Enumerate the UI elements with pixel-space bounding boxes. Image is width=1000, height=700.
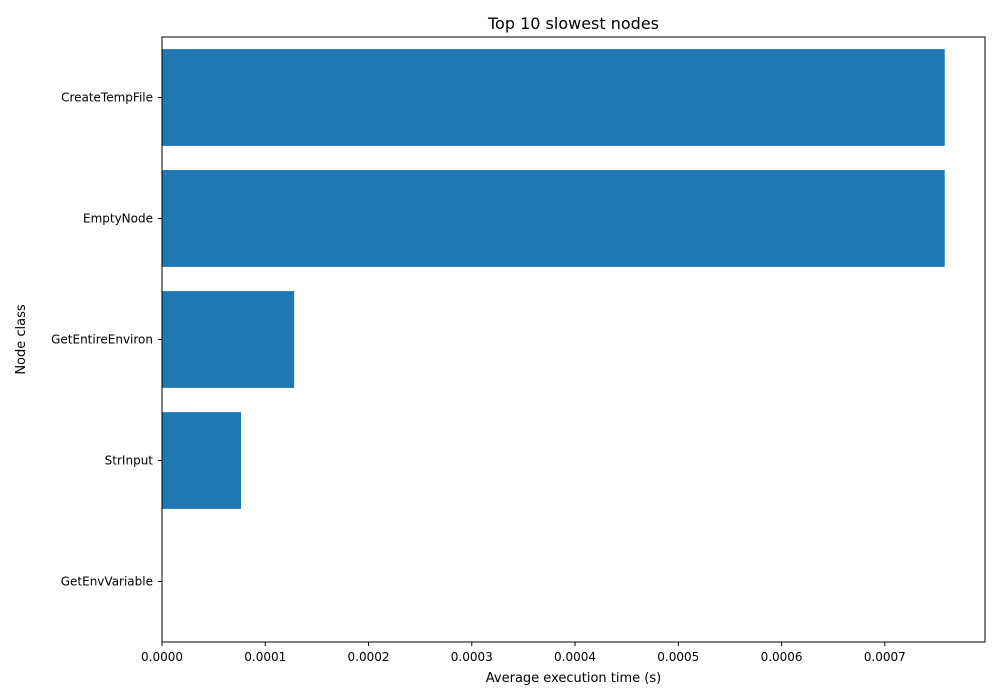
- x-tick-label: 0.0005: [657, 650, 699, 664]
- x-axis-label: Average execution time (s): [486, 671, 661, 686]
- y-tick-label: CreateTempFile: [61, 91, 153, 105]
- y-axis-label: Node class: [14, 304, 29, 375]
- y-tick-label: GetEntireEnviron: [51, 333, 153, 347]
- y-tick-label: StrInput: [105, 454, 154, 468]
- x-tick-label: 0.0007: [864, 650, 906, 664]
- x-tick-label: 0.0003: [451, 650, 493, 664]
- chart-title: Top 10 slowest nodes: [487, 14, 659, 33]
- bar: [162, 291, 295, 388]
- x-axis: 0.0000 0.0001 0.0002 0.0003 0.0004 0.0005 0.00…: [141, 642, 906, 664]
- x-tick-label: 0.0004: [554, 650, 596, 664]
- y-axis: CreateTempFile EmptyNode GetEntireEnviron S…: [51, 91, 162, 589]
- bar: [162, 170, 945, 267]
- x-tick-label: 0.0001: [244, 650, 286, 664]
- y-tick-label: EmptyNode: [83, 212, 153, 226]
- bars-group: [162, 49, 945, 509]
- x-tick-label: 0.0006: [761, 650, 803, 664]
- bar: [162, 49, 945, 146]
- x-tick-label: 0.0002: [348, 650, 390, 664]
- x-tick-label: 0.0000: [141, 650, 183, 664]
- plot-frame: [161, 36, 986, 643]
- bar: [162, 412, 241, 509]
- y-tick-label: GetEnvVariable: [61, 575, 153, 589]
